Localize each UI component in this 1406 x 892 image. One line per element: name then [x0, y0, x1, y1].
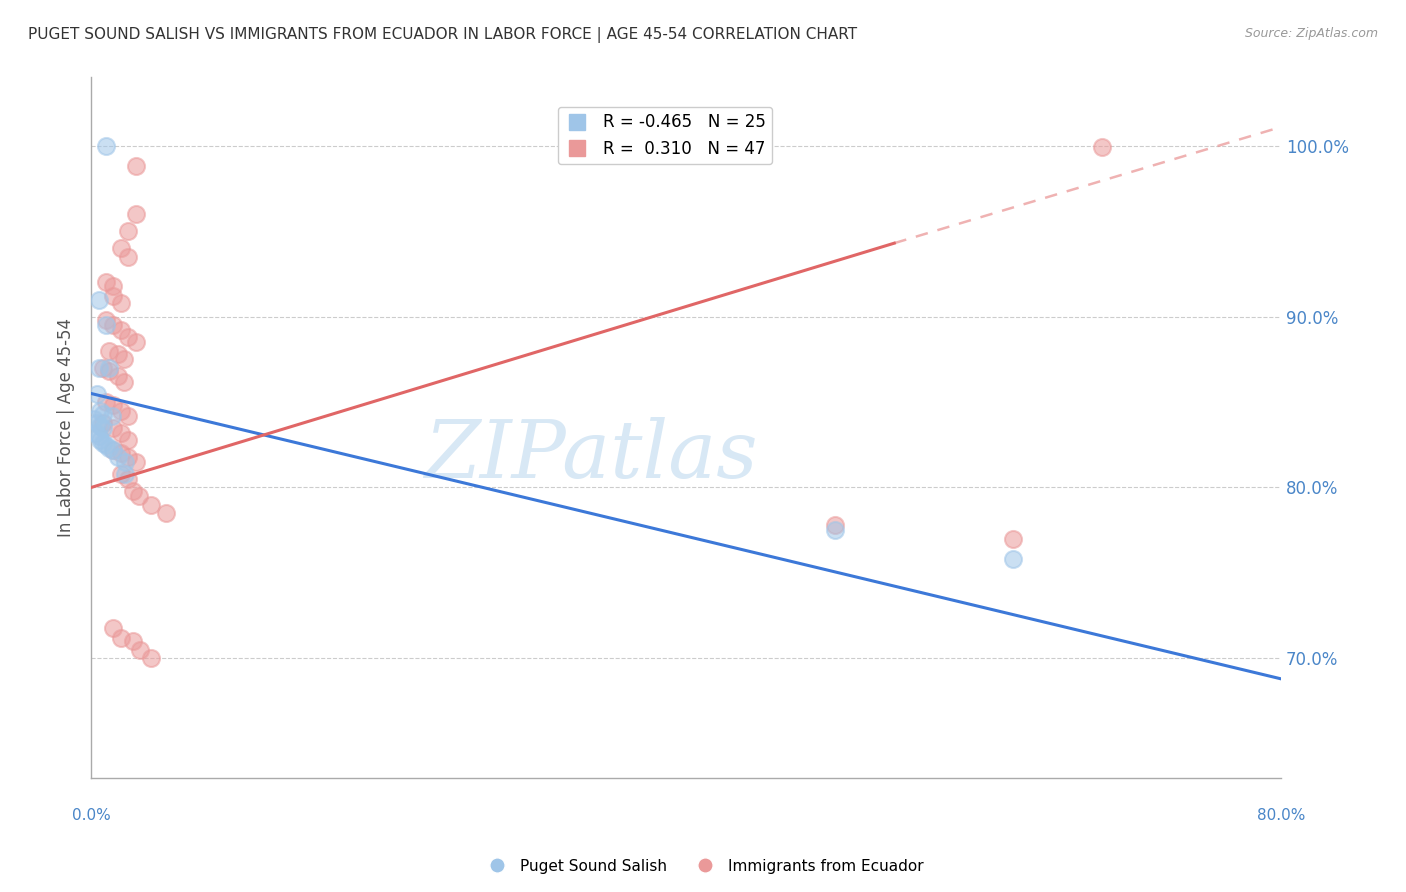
Point: [91, 416, 114, 430]
Point: [117, 330, 139, 344]
Point: [89, 433, 111, 447]
Point: [91, 407, 114, 421]
Y-axis label: In Labor Force | Age 45-54: In Labor Force | Age 45-54: [58, 318, 75, 537]
Point: [1002, 552, 1025, 566]
Point: [125, 159, 148, 173]
Point: [139, 651, 162, 665]
Point: [86, 416, 108, 430]
Point: [103, 621, 125, 635]
Point: [94, 276, 117, 290]
Point: [824, 523, 846, 537]
Point: [98, 360, 121, 375]
Point: [83, 412, 105, 426]
Point: [91, 360, 114, 375]
Point: [139, 498, 162, 512]
Point: [110, 323, 132, 337]
Point: [91, 436, 114, 450]
Point: [114, 455, 136, 469]
Point: [89, 419, 111, 434]
Point: [121, 483, 143, 498]
Point: [103, 442, 125, 457]
Point: [117, 472, 139, 486]
Point: [110, 403, 132, 417]
Point: [107, 450, 129, 464]
Point: [110, 241, 132, 255]
Point: [87, 360, 110, 375]
Text: 80.0%: 80.0%: [1257, 808, 1305, 823]
Point: [84, 425, 107, 440]
Point: [121, 634, 143, 648]
Point: [110, 631, 132, 645]
Point: [94, 395, 117, 409]
Text: ZIPatlas: ZIPatlas: [425, 417, 758, 494]
Point: [94, 313, 117, 327]
Point: [89, 403, 111, 417]
Point: [107, 347, 129, 361]
Point: [87, 293, 110, 307]
Point: [117, 433, 139, 447]
Point: [114, 467, 136, 481]
Point: [112, 375, 135, 389]
Legend: Puget Sound Salish, Immigrants from Ecuador: Puget Sound Salish, Immigrants from Ecua…: [475, 853, 931, 880]
Point: [103, 442, 125, 457]
Point: [94, 438, 117, 452]
Point: [129, 642, 152, 657]
Point: [94, 138, 117, 153]
Legend: R = -0.465   N = 25, R =  0.310   N = 47: R = -0.465 N = 25, R = 0.310 N = 47: [558, 107, 772, 164]
Point: [117, 250, 139, 264]
Point: [103, 399, 125, 413]
Text: 0.0%: 0.0%: [72, 808, 111, 823]
Point: [117, 224, 139, 238]
Point: [107, 369, 129, 384]
Point: [110, 296, 132, 310]
Point: [103, 289, 125, 303]
Point: [103, 278, 125, 293]
Point: [110, 425, 132, 440]
Text: Source: ZipAtlas.com: Source: ZipAtlas.com: [1244, 27, 1378, 40]
Point: [101, 409, 124, 423]
Point: [128, 489, 150, 503]
Point: [91, 420, 114, 434]
Point: [125, 335, 148, 350]
Point: [117, 409, 139, 423]
Point: [94, 318, 117, 333]
Point: [1002, 532, 1025, 546]
Point: [98, 441, 121, 455]
Point: [110, 467, 132, 481]
Point: [155, 506, 177, 520]
Point: [125, 207, 148, 221]
Point: [103, 318, 125, 333]
Point: [1091, 140, 1114, 154]
Point: [117, 450, 139, 464]
Point: [824, 518, 846, 533]
Point: [98, 364, 121, 378]
Point: [98, 343, 121, 358]
Point: [86, 386, 108, 401]
Point: [125, 455, 148, 469]
Text: PUGET SOUND SALISH VS IMMIGRANTS FROM ECUADOR IN LABOR FORCE | AGE 45-54 CORRELA: PUGET SOUND SALISH VS IMMIGRANTS FROM EC…: [28, 27, 858, 43]
Point: [112, 352, 135, 367]
Point: [87, 429, 110, 443]
Point: [103, 420, 125, 434]
Point: [110, 446, 132, 460]
